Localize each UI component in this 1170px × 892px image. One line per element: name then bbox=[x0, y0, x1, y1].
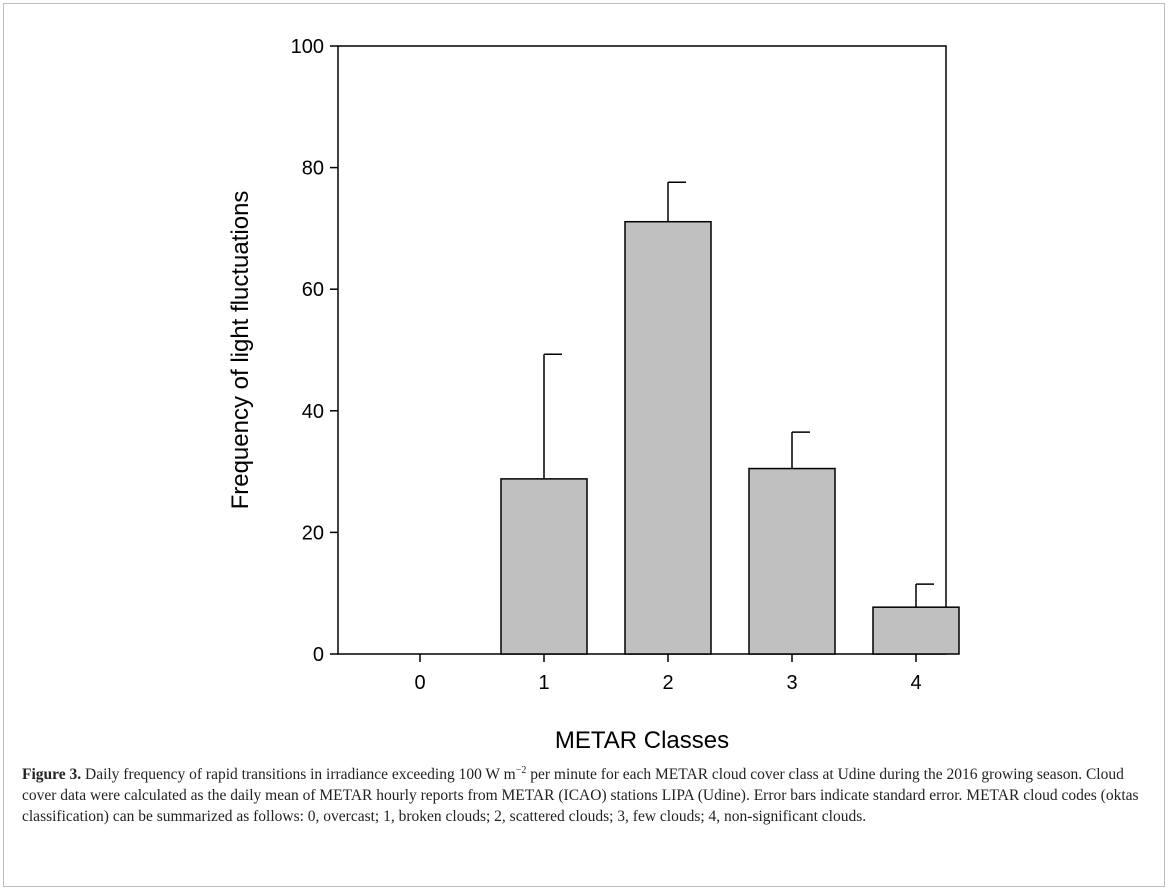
y-tick-label: 100 bbox=[291, 36, 324, 58]
bar bbox=[624, 220, 712, 655]
y-tick-label: 80 bbox=[302, 158, 324, 180]
y-axis-label: Frequency of light fluctuations bbox=[227, 191, 254, 510]
bar bbox=[748, 467, 836, 655]
x-tick-label: 1 bbox=[538, 672, 549, 694]
bar bbox=[872, 606, 960, 655]
x-tick-label: 2 bbox=[662, 672, 673, 694]
chart: METAR Classes Frequency of light fluctua… bbox=[227, 36, 960, 754]
figure-frame bbox=[3, 3, 1165, 887]
caption: Figure 3. Daily frequency of rapid trans… bbox=[22, 764, 1152, 827]
x-tick-label: 4 bbox=[910, 672, 921, 694]
caption-text: Daily frequency of rapid transitions in … bbox=[85, 766, 516, 783]
y-tick-label: 0 bbox=[313, 644, 324, 666]
caption-text: per minute for each METAR cloud cover cl… bbox=[22, 766, 1139, 825]
x-tick-label: 0 bbox=[414, 672, 425, 694]
caption-superscript: −2 bbox=[515, 764, 527, 776]
y-tick-label: 40 bbox=[302, 401, 324, 423]
y-tick-label: 60 bbox=[302, 279, 324, 301]
x-tick-label: 3 bbox=[786, 672, 797, 694]
y-tick-label: 20 bbox=[302, 522, 324, 544]
caption-label: Figure 3. bbox=[22, 766, 82, 783]
bar bbox=[500, 478, 588, 655]
x-axis-label: METAR Classes bbox=[555, 727, 729, 754]
